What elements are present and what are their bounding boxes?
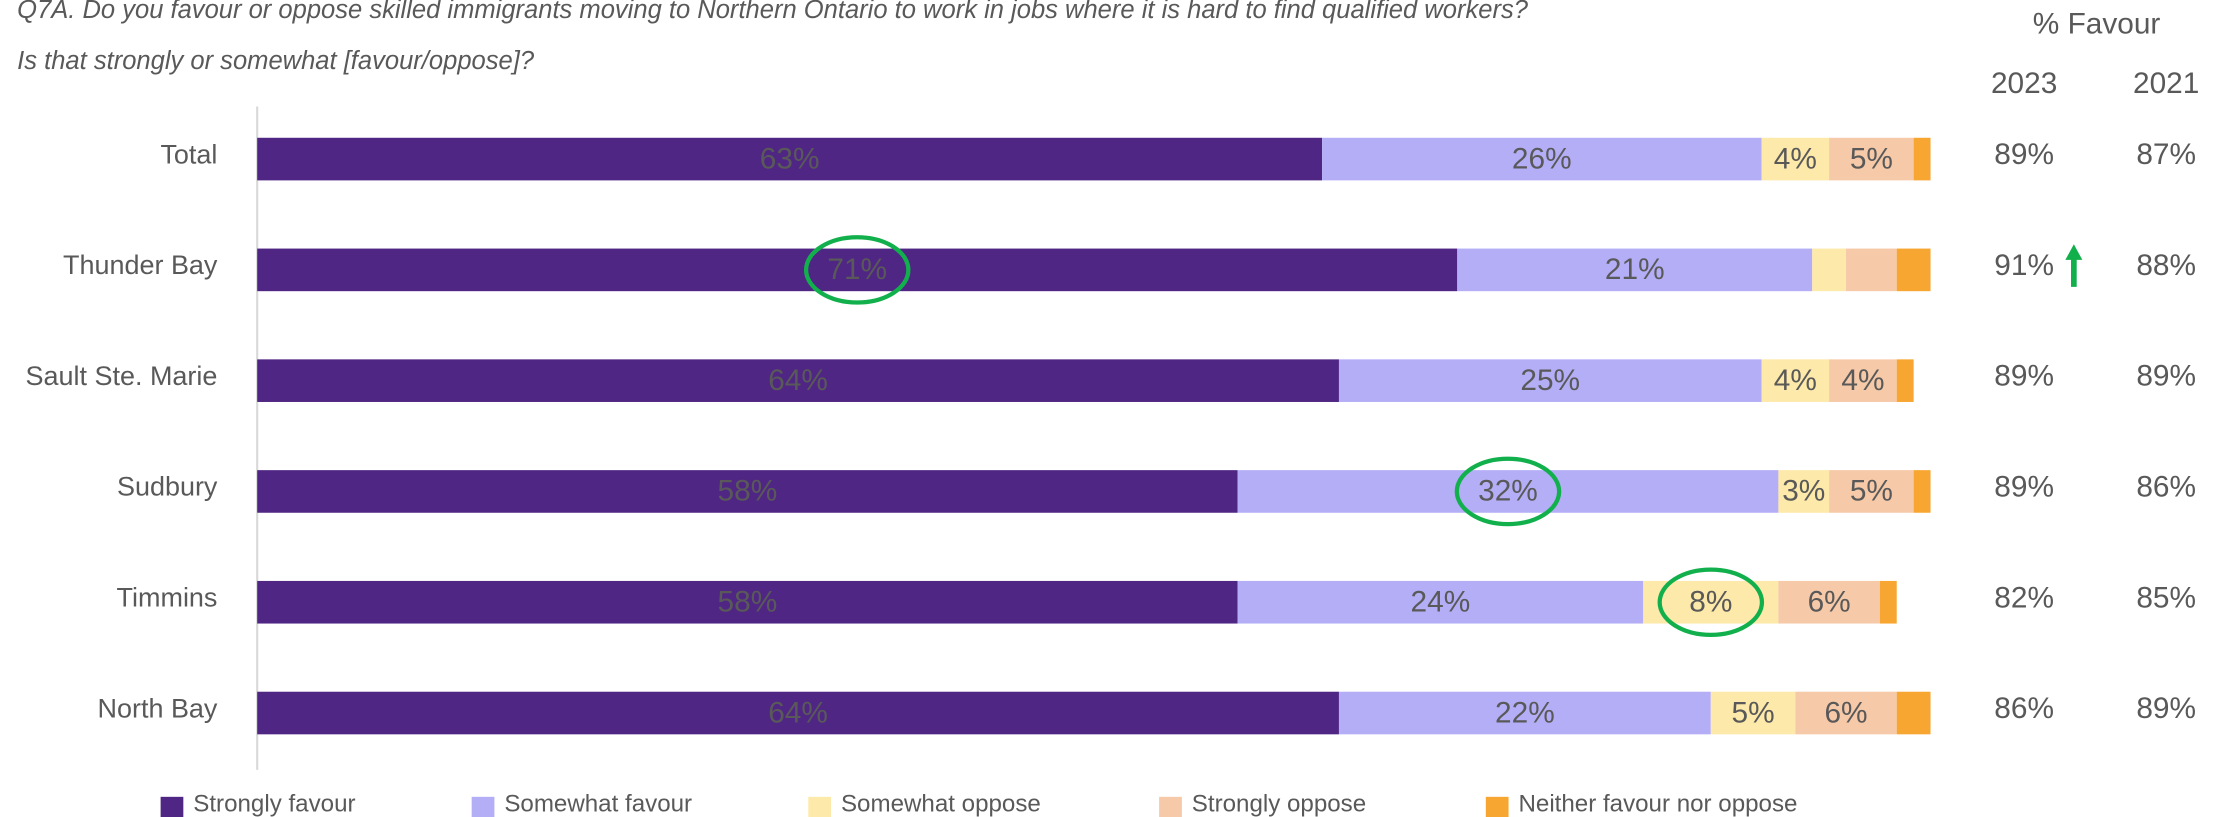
data-label: 5% — [1850, 475, 1893, 508]
data-label: 63% — [760, 142, 820, 175]
bar-segment — [1913, 470, 1931, 513]
data-label: 6% — [1808, 586, 1851, 619]
trend-arrow — [2065, 244, 2083, 287]
bar-segment — [1896, 359, 1914, 402]
table-value: 89% — [2136, 692, 2196, 725]
bar-segment — [257, 359, 1339, 402]
legend-swatch — [808, 796, 832, 817]
data-label: 64% — [768, 696, 828, 729]
table-value: 88% — [2136, 249, 2196, 282]
category-label: North Bay — [98, 693, 218, 723]
bar-segment — [1338, 359, 1762, 402]
data-label: 5% — [1850, 142, 1893, 175]
data-label: 58% — [718, 475, 778, 508]
bar-segment — [1879, 580, 1897, 624]
bar-segment — [1761, 359, 1830, 402]
bar-segment — [1829, 359, 1897, 402]
table-value: 89% — [1994, 138, 2054, 171]
bar-segment — [1778, 580, 1880, 624]
bar-segment — [1237, 580, 1644, 624]
category-label: Thunder Bay — [63, 250, 218, 280]
category-label: Timmins — [117, 583, 218, 613]
table-value: 86% — [2136, 470, 2196, 503]
highlight-circle — [1454, 456, 1562, 527]
bar-segment — [1710, 691, 1796, 735]
data-label: 5% — [1732, 696, 1775, 729]
category-label: Total — [160, 139, 217, 169]
bar-segment — [1237, 470, 1779, 513]
data-label: 26% — [1512, 142, 1572, 175]
legend-swatch — [160, 796, 184, 817]
chart-title: Q7A. Do you favour or oppose skilled imm… — [17, 0, 1529, 24]
bar-segment — [257, 580, 1238, 624]
bar-segment — [1338, 691, 1711, 735]
data-label: 3% — [1782, 475, 1825, 508]
data-label: 64% — [768, 364, 828, 397]
table-value: 89% — [1994, 360, 2054, 393]
bar-segment — [1896, 691, 1931, 735]
data-label: 71% — [827, 253, 887, 286]
bar-segment — [1896, 248, 1931, 292]
bar-segment — [1812, 248, 1847, 292]
table-value: 86% — [1994, 692, 2054, 725]
data-label: 4% — [1841, 364, 1884, 397]
legend-label: Strongly favour — [193, 791, 355, 817]
table-value: 87% — [2136, 138, 2196, 171]
legend-swatch — [1485, 796, 1509, 817]
data-label: 4% — [1774, 364, 1817, 397]
category-label: Sudbury — [117, 472, 218, 502]
legend-swatch — [1159, 796, 1182, 817]
bar-segment — [1829, 470, 1914, 513]
bar-segment — [1913, 137, 1931, 181]
bar-segment — [1761, 137, 1830, 181]
table-value: 91% — [1994, 249, 2054, 282]
bar-segment — [1457, 248, 1813, 292]
highlight-circle — [803, 235, 911, 305]
legend-label: Somewhat oppose — [841, 791, 1041, 817]
table-value: 82% — [1994, 581, 2054, 614]
data-label: 25% — [1520, 364, 1580, 397]
data-label: 8% — [1689, 586, 1732, 619]
bar-segment — [257, 691, 1339, 735]
table-value: 89% — [2136, 360, 2196, 393]
legend-label: Somewhat favour — [504, 791, 692, 817]
data-label: 24% — [1411, 586, 1471, 619]
bar-segment — [1322, 137, 1762, 181]
bar-segment — [1846, 248, 1897, 292]
bar-segment — [1829, 137, 1914, 181]
data-label: 21% — [1605, 253, 1665, 286]
highlight-circle — [1657, 567, 1765, 638]
table-value: 85% — [2136, 581, 2196, 614]
data-label: 4% — [1774, 142, 1817, 175]
chart-subtitle: Is that strongly or somewhat [favour/opp… — [17, 47, 535, 75]
table-header: % Favour — [2033, 7, 2161, 40]
bar-segment — [1778, 470, 1830, 513]
table-value: 89% — [1994, 470, 2054, 503]
table-year: 2021 — [2133, 67, 2199, 100]
table-year: 2023 — [1991, 67, 2057, 100]
legend-swatch — [471, 796, 495, 817]
bar-segment — [257, 137, 1323, 181]
legend-label: Strongly oppose — [1192, 791, 1366, 817]
data-label: 58% — [718, 586, 778, 619]
legend-label: Neither favour nor oppose — [1518, 791, 1797, 817]
bar-segment — [1795, 691, 1897, 735]
data-label: 6% — [1824, 696, 1867, 729]
data-label: 22% — [1495, 696, 1555, 729]
data-label: 32% — [1478, 475, 1538, 508]
bar-segment — [257, 248, 1458, 292]
category-label: Sault Ste. Marie — [26, 361, 218, 391]
bar-segment — [257, 470, 1238, 513]
